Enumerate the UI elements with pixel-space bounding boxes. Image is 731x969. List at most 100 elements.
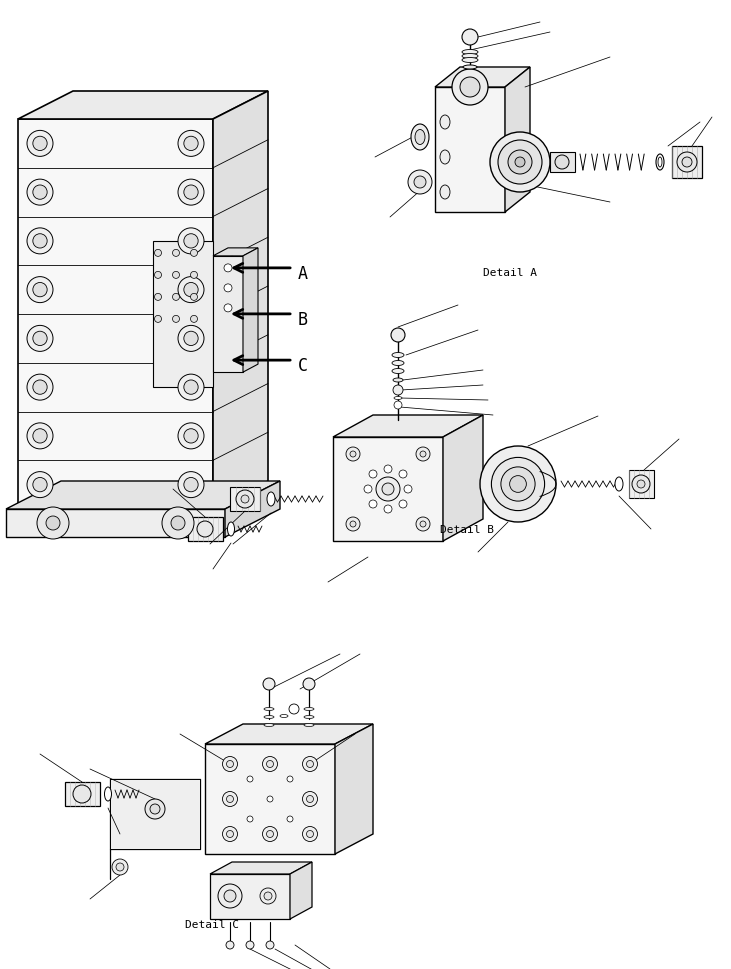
- Circle shape: [184, 478, 198, 492]
- Text: Detail B: Detail B: [440, 524, 494, 535]
- Circle shape: [173, 316, 180, 323]
- Circle shape: [393, 386, 403, 395]
- Polygon shape: [290, 862, 312, 919]
- Polygon shape: [205, 744, 335, 854]
- Circle shape: [33, 331, 48, 346]
- Circle shape: [452, 70, 488, 106]
- Polygon shape: [210, 874, 290, 919]
- Circle shape: [394, 401, 402, 410]
- Circle shape: [224, 285, 232, 293]
- Circle shape: [162, 508, 194, 540]
- Ellipse shape: [280, 715, 288, 718]
- Circle shape: [46, 516, 60, 530]
- Polygon shape: [6, 510, 225, 538]
- Polygon shape: [210, 862, 312, 874]
- Circle shape: [33, 186, 48, 200]
- Circle shape: [346, 448, 360, 461]
- Ellipse shape: [392, 369, 404, 374]
- Polygon shape: [18, 92, 268, 120]
- Circle shape: [508, 151, 532, 174]
- Ellipse shape: [463, 66, 477, 70]
- Ellipse shape: [462, 58, 478, 63]
- Circle shape: [27, 277, 53, 303]
- Circle shape: [399, 500, 407, 509]
- Ellipse shape: [440, 186, 450, 200]
- Circle shape: [173, 294, 180, 301]
- Circle shape: [154, 272, 162, 279]
- Circle shape: [236, 490, 254, 509]
- Polygon shape: [435, 68, 530, 88]
- Circle shape: [112, 860, 128, 875]
- Circle shape: [33, 429, 48, 444]
- Circle shape: [173, 250, 180, 257]
- Polygon shape: [333, 438, 443, 542]
- Circle shape: [287, 776, 293, 782]
- Circle shape: [227, 796, 233, 802]
- Ellipse shape: [264, 724, 274, 727]
- Circle shape: [267, 761, 273, 767]
- Circle shape: [191, 272, 197, 279]
- Ellipse shape: [440, 151, 450, 165]
- Circle shape: [226, 941, 234, 949]
- Polygon shape: [18, 120, 213, 510]
- Circle shape: [184, 331, 198, 346]
- Circle shape: [27, 375, 53, 401]
- Polygon shape: [213, 249, 258, 257]
- Circle shape: [178, 326, 204, 352]
- Circle shape: [408, 171, 432, 195]
- Circle shape: [73, 785, 91, 803]
- Circle shape: [27, 229, 53, 255]
- Polygon shape: [243, 249, 258, 373]
- Circle shape: [303, 827, 317, 842]
- Circle shape: [116, 863, 124, 871]
- Ellipse shape: [304, 724, 314, 727]
- Circle shape: [184, 283, 198, 297]
- Circle shape: [382, 484, 394, 495]
- Circle shape: [267, 830, 273, 837]
- Circle shape: [27, 180, 53, 206]
- Polygon shape: [333, 416, 483, 438]
- Circle shape: [154, 294, 162, 301]
- Circle shape: [369, 471, 377, 479]
- Ellipse shape: [415, 131, 425, 145]
- Circle shape: [306, 761, 314, 767]
- Text: B: B: [298, 310, 308, 328]
- Circle shape: [267, 797, 273, 802]
- Circle shape: [416, 448, 430, 461]
- Polygon shape: [550, 153, 575, 172]
- Ellipse shape: [411, 125, 429, 151]
- Circle shape: [178, 472, 204, 498]
- Circle shape: [154, 316, 162, 323]
- Polygon shape: [153, 241, 213, 388]
- Circle shape: [224, 891, 236, 902]
- Polygon shape: [205, 724, 373, 744]
- Circle shape: [27, 423, 53, 450]
- Circle shape: [376, 478, 400, 502]
- Circle shape: [263, 678, 275, 690]
- Circle shape: [555, 156, 569, 170]
- Circle shape: [306, 796, 314, 802]
- Circle shape: [150, 804, 160, 814]
- Circle shape: [460, 78, 480, 98]
- Ellipse shape: [392, 353, 404, 359]
- Polygon shape: [629, 471, 654, 498]
- Circle shape: [227, 830, 233, 837]
- Circle shape: [677, 153, 697, 172]
- Circle shape: [364, 485, 372, 493]
- Circle shape: [287, 816, 293, 822]
- Circle shape: [416, 517, 430, 531]
- Circle shape: [173, 272, 180, 279]
- Ellipse shape: [227, 522, 235, 537]
- Circle shape: [510, 476, 526, 493]
- Circle shape: [33, 283, 48, 297]
- Ellipse shape: [105, 787, 112, 801]
- Ellipse shape: [462, 50, 478, 55]
- Circle shape: [260, 888, 276, 904]
- Circle shape: [501, 467, 535, 502]
- Circle shape: [414, 176, 426, 189]
- Ellipse shape: [267, 492, 275, 507]
- Polygon shape: [230, 487, 260, 512]
- Circle shape: [350, 452, 356, 457]
- Circle shape: [184, 234, 198, 249]
- Polygon shape: [225, 482, 280, 538]
